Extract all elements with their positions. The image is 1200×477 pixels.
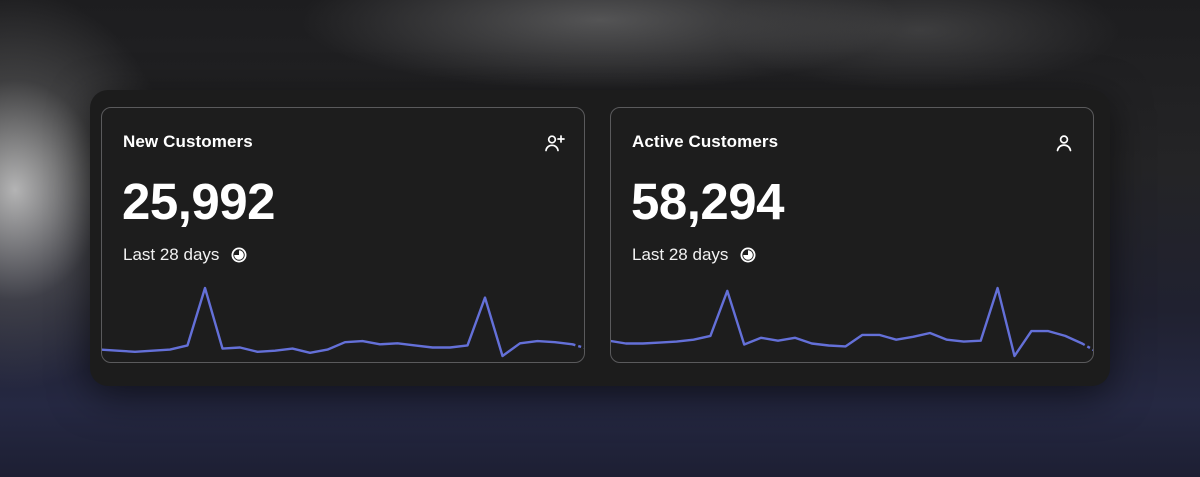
card-title: Active Customers: [632, 132, 779, 151]
trend-line: [102, 286, 574, 358]
period-label: Last 28 days: [632, 245, 756, 265]
user-plus-icon: [544, 132, 566, 154]
new-customers-card[interactable]: New Customers 25,992 Last 28 days: [101, 107, 585, 363]
trend-sparkline: [102, 286, 584, 358]
card-title: New Customers: [123, 132, 253, 151]
metric-value: 58,294: [631, 173, 785, 230]
period-label: Last 28 days: [123, 245, 247, 265]
metric-value: 25,992: [122, 173, 276, 230]
trend-line-projection: [1081, 342, 1093, 352]
clock-icon[interactable]: [231, 247, 247, 263]
trend-line-projection: [572, 343, 584, 350]
active-customers-card[interactable]: Active Customers 58,294 Last 28 days: [610, 107, 1094, 363]
trend-line: [611, 286, 1084, 358]
user-icon: [1053, 132, 1075, 154]
period-text: Last 28 days: [632, 245, 729, 264]
metrics-panel: New Customers 25,992 Last 28 days Active: [90, 90, 1110, 386]
period-text: Last 28 days: [123, 245, 220, 264]
clock-icon[interactable]: [740, 247, 756, 263]
trend-sparkline: [611, 286, 1093, 358]
